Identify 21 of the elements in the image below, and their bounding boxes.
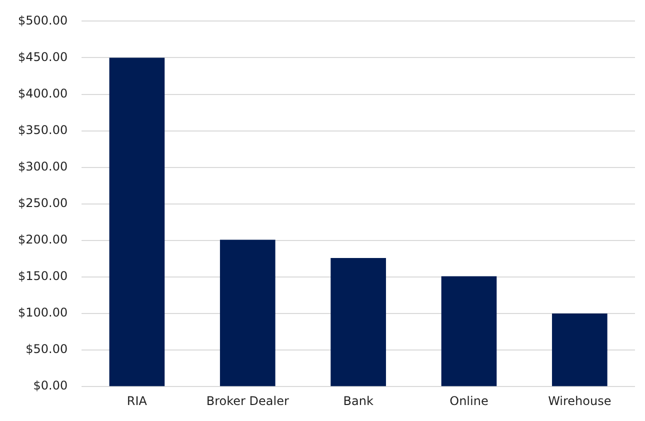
x-tick-label: Broker Dealer bbox=[206, 394, 289, 408]
bar bbox=[220, 240, 276, 386]
y-tick-label: $450.00 bbox=[18, 50, 68, 64]
x-tick-label: RIA bbox=[126, 394, 148, 408]
bar bbox=[441, 276, 497, 386]
y-tick-label: $350.00 bbox=[18, 122, 68, 137]
y-tick-label: $150.00 bbox=[18, 269, 68, 284]
y-tick-label: $200.00 bbox=[18, 232, 68, 247]
bar bbox=[330, 258, 386, 386]
y-tick-label: $500.00 bbox=[18, 13, 68, 28]
y-tick-label: $250.00 bbox=[18, 196, 68, 210]
bar bbox=[552, 314, 608, 386]
y-tick-label: $0.00 bbox=[33, 378, 68, 393]
y-tick-label: $100.00 bbox=[18, 306, 68, 320]
y-tick-label: $400.00 bbox=[18, 86, 68, 100]
x-tick-label: Online bbox=[450, 394, 488, 408]
x-tick-label: Wirehouse bbox=[548, 394, 612, 408]
bar bbox=[109, 58, 165, 386]
y-tick-label: $50.00 bbox=[26, 342, 68, 356]
x-tick-label: Bank bbox=[343, 394, 374, 408]
y-tick-label: $300.00 bbox=[18, 159, 68, 174]
